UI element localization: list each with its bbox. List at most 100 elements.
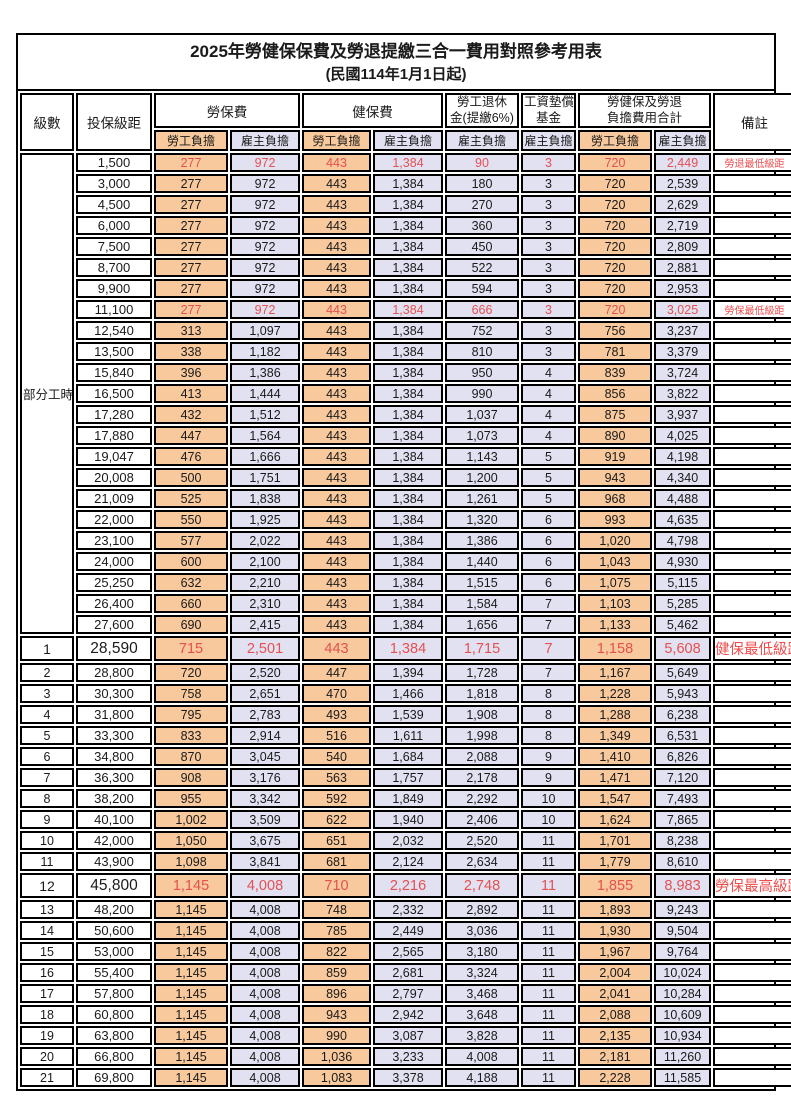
value-cell: 8,610 <box>654 852 712 872</box>
table-row: 20,008 500 1,751 443 1,384 1,200 5 943 4,340 <box>20 468 791 488</box>
level-cell: 10 <box>20 831 74 851</box>
value-cell: 11 <box>521 1047 576 1067</box>
table-row: 8,700 277 972 443 1,384 522 3 720 2,881 <box>20 258 791 278</box>
value-cell: 839 <box>578 363 652 383</box>
value-cell: 277 <box>154 300 228 320</box>
table-row: 23,100 577 2,022 443 1,384 1,386 6 1,020 4,798 <box>20 531 791 551</box>
value-cell: 4 <box>521 363 576 383</box>
bracket-cell: 34,800 <box>76 747 152 767</box>
pension-label-line1: 勞工退休 <box>456 94 507 109</box>
value-cell: 11 <box>521 1026 576 1046</box>
bracket-cell: 9,900 <box>76 279 152 299</box>
value-cell: 11 <box>521 1068 576 1088</box>
note-cell <box>713 684 791 704</box>
value-cell: 3,379 <box>654 342 712 362</box>
value-cell: 1,751 <box>230 468 300 488</box>
value-cell: 710 <box>302 873 371 899</box>
bracket-cell: 11,100 <box>76 300 152 320</box>
value-cell: 2,953 <box>654 279 712 299</box>
value-cell: 2,797 <box>373 984 443 1004</box>
level-cell: 19 <box>20 1026 74 1046</box>
value-cell: 443 <box>302 279 371 299</box>
value-cell: 2,783 <box>230 705 300 725</box>
value-cell: 1,145 <box>154 1047 228 1067</box>
value-cell: 1,145 <box>154 1005 228 1025</box>
value-cell: 11 <box>521 852 576 872</box>
bracket-cell: 43,900 <box>76 852 152 872</box>
note-cell <box>713 1026 791 1046</box>
value-cell: 1,384 <box>373 342 443 362</box>
value-cell: 720 <box>578 195 652 215</box>
value-cell: 2,565 <box>373 942 443 962</box>
value-cell: 3,342 <box>230 789 300 809</box>
value-cell: 5,608 <box>654 636 712 662</box>
value-cell: 715 <box>154 636 228 662</box>
value-cell: 277 <box>154 237 228 257</box>
subheader-labor-employer: 雇主負擔 <box>230 130 300 152</box>
value-cell: 6,238 <box>654 705 712 725</box>
note-cell <box>713 552 791 572</box>
value-cell: 1,036 <box>302 1047 371 1067</box>
value-cell: 9,243 <box>654 900 712 920</box>
note-cell <box>713 195 791 215</box>
value-cell: 7 <box>521 594 576 614</box>
value-cell: 11,260 <box>654 1047 712 1067</box>
value-cell: 3 <box>521 216 576 236</box>
value-cell: 4,340 <box>654 468 712 488</box>
bracket-cell: 12,540 <box>76 321 152 341</box>
note-cell <box>713 810 791 830</box>
value-cell: 2,942 <box>373 1005 443 1025</box>
bracket-cell: 27,600 <box>76 615 152 635</box>
note-cell <box>713 426 791 446</box>
value-cell: 5,943 <box>654 684 712 704</box>
value-cell: 563 <box>302 768 371 788</box>
value-cell: 1,384 <box>373 384 443 404</box>
value-cell: 3,233 <box>373 1047 443 1067</box>
value-cell: 1,384 <box>373 447 443 467</box>
value-cell: 4,008 <box>445 1047 519 1067</box>
value-cell: 2,292 <box>445 789 519 809</box>
value-cell: 4,188 <box>445 1068 519 1088</box>
page: 2025年勞健保保費及勞退提繳三合一費用對照參考用表 (民國114年1月1日起)… <box>16 33 791 1092</box>
value-cell: 9 <box>521 747 576 767</box>
value-cell: 972 <box>230 237 300 257</box>
bracket-cell: 53,000 <box>76 942 152 962</box>
table-row: 21,009 525 1,838 443 1,384 1,261 5 968 4,488 <box>20 489 791 509</box>
value-cell: 313 <box>154 321 228 341</box>
value-cell: 720 <box>578 153 652 173</box>
page-title: 2025年勞健保保費及勞退提繳三合一費用對照參考用表 <box>190 42 602 61</box>
value-cell: 943 <box>578 468 652 488</box>
value-cell: 443 <box>302 363 371 383</box>
value-cell: 516 <box>302 726 371 746</box>
value-cell: 6,826 <box>654 747 712 767</box>
note-cell <box>713 258 791 278</box>
note-cell <box>713 531 791 551</box>
note-cell <box>713 831 791 851</box>
value-cell: 720 <box>578 237 652 257</box>
value-cell: 470 <box>302 684 371 704</box>
value-cell: 822 <box>302 942 371 962</box>
value-cell: 1,564 <box>230 426 300 446</box>
value-cell: 4,008 <box>230 921 300 941</box>
subheader-total-employer: 雇主負擔 <box>654 130 712 152</box>
value-cell: 2,178 <box>445 768 519 788</box>
value-cell: 443 <box>302 237 371 257</box>
value-cell: 833 <box>154 726 228 746</box>
value-cell: 443 <box>302 216 371 236</box>
value-cell: 443 <box>302 405 371 425</box>
note-cell <box>713 384 791 404</box>
level-cell: 1 <box>20 636 74 662</box>
value-cell: 2,719 <box>654 216 712 236</box>
value-cell: 447 <box>302 663 371 683</box>
value-cell: 1,666 <box>230 447 300 467</box>
value-cell: 1,967 <box>578 942 652 962</box>
level-cell: 21 <box>20 1068 74 1088</box>
note-cell <box>713 921 791 941</box>
value-cell: 4 <box>521 426 576 446</box>
value-cell: 1,384 <box>373 174 443 194</box>
value-cell: 1,182 <box>230 342 300 362</box>
value-cell: 720 <box>578 300 652 320</box>
value-cell: 3 <box>521 342 576 362</box>
value-cell: 752 <box>445 321 519 341</box>
value-cell: 443 <box>302 468 371 488</box>
